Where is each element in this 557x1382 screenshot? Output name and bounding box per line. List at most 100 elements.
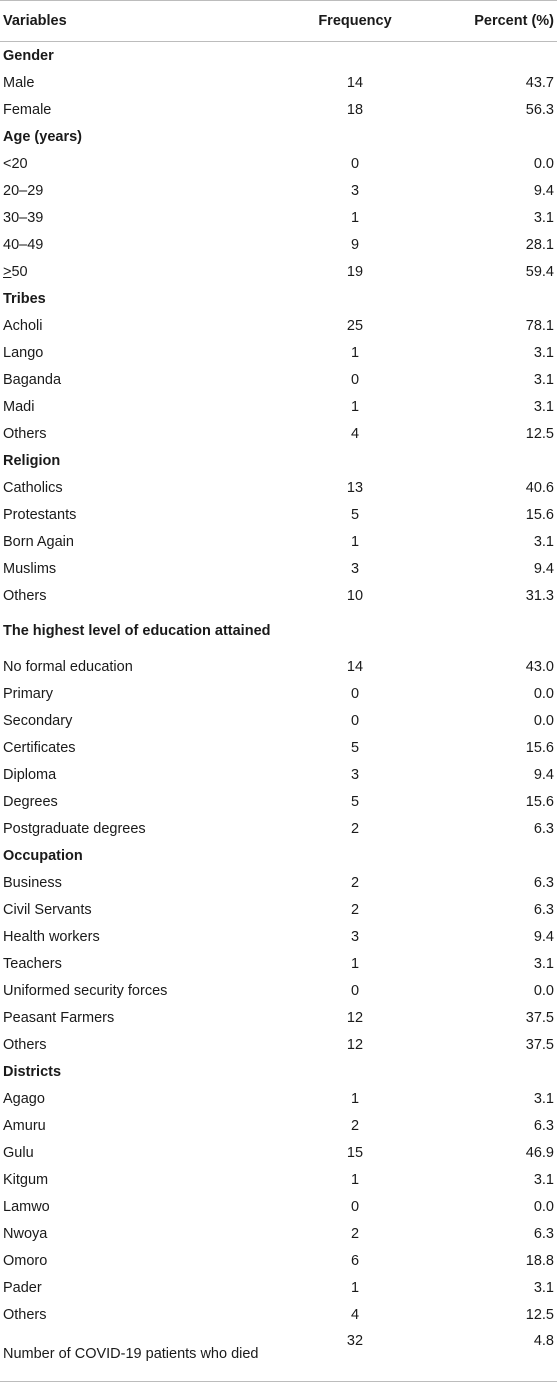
- row-label: Nwoya: [3, 1225, 48, 1242]
- row-label: Civil Servants: [3, 901, 92, 918]
- percent-cell: 9.4: [533, 766, 554, 783]
- row-label: Peasant Farmers: [3, 1009, 115, 1026]
- row-label: Degrees: [3, 793, 58, 810]
- section-header-row: Tribes: [0, 285, 557, 312]
- percent-cell: 6.3: [533, 874, 554, 891]
- frequency-cell: 14: [346, 658, 364, 675]
- percent-cell: 78.1: [525, 317, 554, 334]
- percent-cell: 59.4: [525, 263, 554, 280]
- row-label: Madi: [3, 398, 35, 415]
- frequency-cell: 3: [350, 560, 360, 577]
- row-label: Primary: [3, 685, 53, 702]
- table-row: Uniformed security forces 0 0.0: [0, 977, 557, 1004]
- table-row: 40–49 9 28.1: [0, 231, 557, 258]
- table-row: Pader 1 3.1: [0, 1274, 557, 1301]
- row-label: Baganda: [3, 371, 62, 388]
- empty-cell: [410, 842, 557, 869]
- percent-cell: 0.0: [533, 685, 554, 702]
- table-row: Peasant Farmers 12 37.5: [0, 1004, 557, 1031]
- percent-cell: 6.3: [533, 1117, 554, 1134]
- frequency-cell: 15: [346, 1144, 364, 1161]
- table-row: Amuru 2 6.3: [0, 1112, 557, 1139]
- row-label: Uniformed security forces: [3, 982, 168, 999]
- table-row: 20–29 3 9.4: [0, 177, 557, 204]
- table-row: Diploma 3 9.4: [0, 761, 557, 788]
- table-row: Baganda 0 3.1: [0, 366, 557, 393]
- percent-cell: 12.5: [525, 425, 554, 442]
- frequency-cell: 5: [350, 739, 360, 756]
- frequency-cell: 32: [300, 1328, 410, 1382]
- empty-cell: [300, 842, 410, 869]
- row-label: Catholics: [3, 479, 63, 496]
- row-label: Others: [3, 1036, 47, 1053]
- table-row: Teachers 1 3.1: [0, 950, 557, 977]
- frequency-cell: 12: [346, 1036, 364, 1053]
- percent-cell: 12.5: [525, 1306, 554, 1323]
- percent-cell: 43.0: [525, 658, 554, 675]
- frequency-cell: 0: [350, 1198, 360, 1215]
- percent-cell: 3.1: [533, 344, 554, 361]
- percent-cell: 3.1: [533, 533, 554, 550]
- frequency-cell: 14: [346, 74, 364, 91]
- section-label: Gender: [3, 47, 54, 64]
- row-label: Business: [3, 874, 62, 891]
- section-header-row: Religion: [0, 447, 557, 474]
- frequency-cell: 1: [350, 955, 360, 972]
- table-row: Lango 1 3.1: [0, 339, 557, 366]
- frequency-cell: 5: [350, 793, 360, 810]
- table-row: Certificates 5 15.6: [0, 734, 557, 761]
- column-header-frequency: Frequency: [300, 0, 410, 42]
- percent-cell: 43.7: [525, 74, 554, 91]
- table-row: Health workers 3 9.4: [0, 923, 557, 950]
- row-label: Secondary: [3, 712, 73, 729]
- frequency-cell: 1: [350, 209, 360, 226]
- row-label: Muslims: [3, 560, 57, 577]
- percent-cell: 6.3: [533, 1225, 554, 1242]
- row-label: Postgraduate degrees: [3, 820, 146, 837]
- frequency-cell: 0: [350, 371, 360, 388]
- table-row: Others 4 12.5: [0, 1301, 557, 1328]
- column-header-variables: Variables: [0, 0, 300, 42]
- row-label: Number of COVID-19 patients who died: [0, 1328, 300, 1382]
- percent-cell: 0.0: [533, 712, 554, 729]
- table-row: Postgraduate degrees 2 6.3: [0, 815, 557, 842]
- percent-cell: 3.1: [533, 371, 554, 388]
- row-label: Lamwo: [3, 1198, 50, 1215]
- table-row: Gulu 15 46.9: [0, 1139, 557, 1166]
- frequency-cell: 18: [346, 101, 364, 118]
- row-label: Born Again: [3, 533, 74, 550]
- frequency-cell: 1: [350, 1171, 360, 1188]
- frequency-cell: 5: [350, 506, 360, 523]
- row-label: Agago: [3, 1090, 45, 1107]
- row-label: Teachers: [3, 955, 62, 972]
- frequency-cell: 2: [350, 1225, 360, 1242]
- frequency-cell: 1: [350, 398, 360, 415]
- row-label: Pader: [3, 1279, 42, 1296]
- percent-cell: 15.6: [525, 739, 554, 756]
- table-row: Muslims 3 9.4: [0, 555, 557, 582]
- section-header-row: Gender: [0, 42, 557, 70]
- frequency-cell: 3: [350, 928, 360, 945]
- percent-cell: 9.4: [533, 560, 554, 577]
- frequency-cell: 19: [346, 263, 364, 280]
- percent-cell: 3.1: [533, 1090, 554, 1107]
- percent-cell: 28.1: [525, 236, 554, 253]
- empty-cell: [300, 609, 410, 653]
- row-label: >50: [3, 263, 28, 280]
- row-label: Health workers: [3, 928, 100, 945]
- empty-cell: [410, 447, 557, 474]
- table-row: Lamwo 0 0.0: [0, 1193, 557, 1220]
- empty-cell: [410, 285, 557, 312]
- row-label: Male: [3, 74, 35, 91]
- table-row: Degrees 5 15.6: [0, 788, 557, 815]
- percent-cell: 3.1: [533, 209, 554, 226]
- empty-cell: [300, 285, 410, 312]
- section-header-row: Occupation: [0, 842, 557, 869]
- frequency-cell: 0: [350, 982, 360, 999]
- table-row: 30–39 1 3.1: [0, 204, 557, 231]
- percent-cell: 3.1: [533, 955, 554, 972]
- empty-cell: [300, 1058, 410, 1085]
- row-label: Certificates: [3, 739, 76, 756]
- percent-cell: 3.1: [533, 398, 554, 415]
- table-row: Madi 1 3.1: [0, 393, 557, 420]
